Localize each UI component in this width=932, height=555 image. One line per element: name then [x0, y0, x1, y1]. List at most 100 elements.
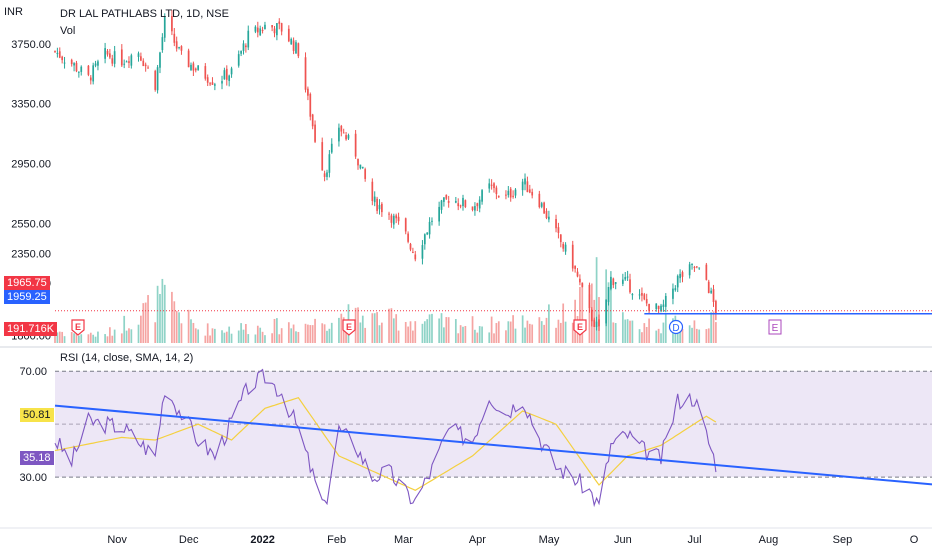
- volume-bar: [378, 325, 381, 343]
- rsi-tick-label: 70.00: [19, 366, 47, 378]
- volume-bar: [54, 331, 56, 343]
- candle-body: [543, 202, 545, 214]
- volume-bar: [478, 326, 481, 343]
- candle-body: [598, 319, 600, 327]
- candle-body: [645, 299, 648, 304]
- volume-bar: [438, 318, 440, 343]
- volume-bar: [264, 335, 266, 343]
- volume-bar: [531, 324, 534, 343]
- volume-bar: [361, 315, 364, 343]
- candle-body: [464, 200, 467, 208]
- candle-body: [471, 206, 474, 210]
- volume-bar: [545, 317, 548, 343]
- candle-body: [626, 276, 629, 278]
- candle-body: [404, 218, 407, 232]
- volume-bar: [390, 308, 393, 343]
- volume-bar: [447, 317, 450, 343]
- volume-bar: [125, 330, 128, 343]
- candle-body: [326, 172, 328, 177]
- volume-bar: [421, 323, 424, 343]
- volume-bar: [287, 322, 290, 343]
- candle-body: [715, 301, 717, 315]
- volume-bar: [548, 304, 550, 343]
- volume-bar: [278, 334, 281, 343]
- candle-body: [323, 173, 326, 177]
- candle-body: [61, 56, 64, 61]
- earnings-icon[interactable]: E: [342, 319, 356, 336]
- candle-body: [328, 154, 331, 173]
- volume-label[interactable]: Vol: [60, 25, 76, 37]
- volume-bar: [621, 312, 624, 343]
- candle-body: [576, 271, 579, 277]
- candle-body: [438, 206, 440, 222]
- volume-bar: [691, 327, 693, 343]
- candle-body: [681, 272, 684, 277]
- price-tick-label: 2350.00: [11, 248, 51, 260]
- earnings-box: [768, 319, 782, 335]
- volume-bar: [209, 335, 211, 343]
- volume-bar: [256, 325, 259, 343]
- candle-body: [674, 288, 677, 291]
- rsi-label[interactable]: RSI (14, close, SMA, 14, 2): [60, 352, 194, 364]
- candle-body: [154, 70, 157, 90]
- volume-bar: [459, 325, 462, 343]
- earnings-shield: [71, 319, 85, 336]
- volume-bar: [230, 333, 233, 343]
- candle-body: [540, 203, 543, 207]
- candle-body: [574, 265, 576, 269]
- volume-bar: [161, 278, 164, 343]
- volume-bar: [705, 329, 708, 343]
- time-tick-label: Sep: [833, 534, 853, 546]
- candle-body: [354, 133, 357, 157]
- earnings-icon[interactable]: E: [768, 319, 782, 335]
- volume-bar: [638, 329, 641, 343]
- dividend-icon[interactable]: D: [668, 319, 684, 335]
- candle-body: [655, 303, 658, 309]
- earnings-letter: E: [772, 323, 779, 334]
- candle-body: [261, 29, 264, 31]
- candle-body: [237, 54, 240, 66]
- candle-body: [612, 278, 615, 286]
- candle-body: [373, 196, 376, 203]
- candle-body: [474, 206, 476, 211]
- volume-bar: [464, 325, 467, 343]
- candle-body: [610, 276, 612, 289]
- candle-body: [314, 124, 316, 142]
- candle-body: [710, 290, 712, 293]
- volume-bar: [321, 323, 324, 343]
- candle-body: [376, 198, 378, 211]
- price-tick-label: 2950.00: [11, 159, 51, 171]
- candle-body: [421, 245, 424, 259]
- volume-bar: [562, 303, 565, 343]
- candle-body: [240, 51, 242, 54]
- symbol-title[interactable]: DR LAL PATHLABS LTD, 1D, NSE: [60, 8, 229, 20]
- candle-body: [641, 292, 643, 296]
- candle-body: [56, 53, 59, 55]
- volume-bar: [357, 307, 359, 343]
- volume-bar: [56, 332, 59, 343]
- volume-bar: [144, 302, 147, 343]
- candle-body: [63, 62, 66, 64]
- volume-bar: [521, 315, 524, 343]
- earnings-icon[interactable]: E: [573, 319, 587, 336]
- candle-body: [571, 244, 574, 269]
- candle-body: [123, 63, 126, 65]
- volume-bar: [526, 320, 529, 343]
- volume-bar: [493, 333, 495, 343]
- volume-bar: [681, 328, 684, 343]
- candle-body: [178, 47, 180, 49]
- rsi-value-tag: 35.18: [20, 451, 54, 465]
- volume-bar: [159, 293, 161, 343]
- volume-bar: [373, 313, 376, 343]
- candle-body: [507, 190, 510, 196]
- earnings-icon[interactable]: E: [71, 319, 85, 336]
- candle-body: [225, 68, 228, 80]
- volume-bar: [123, 315, 126, 343]
- volume-bar: [120, 333, 123, 343]
- earnings-letter: E: [346, 322, 352, 332]
- candle-body: [676, 275, 679, 288]
- candle-body: [187, 50, 190, 68]
- candle-body: [130, 55, 133, 66]
